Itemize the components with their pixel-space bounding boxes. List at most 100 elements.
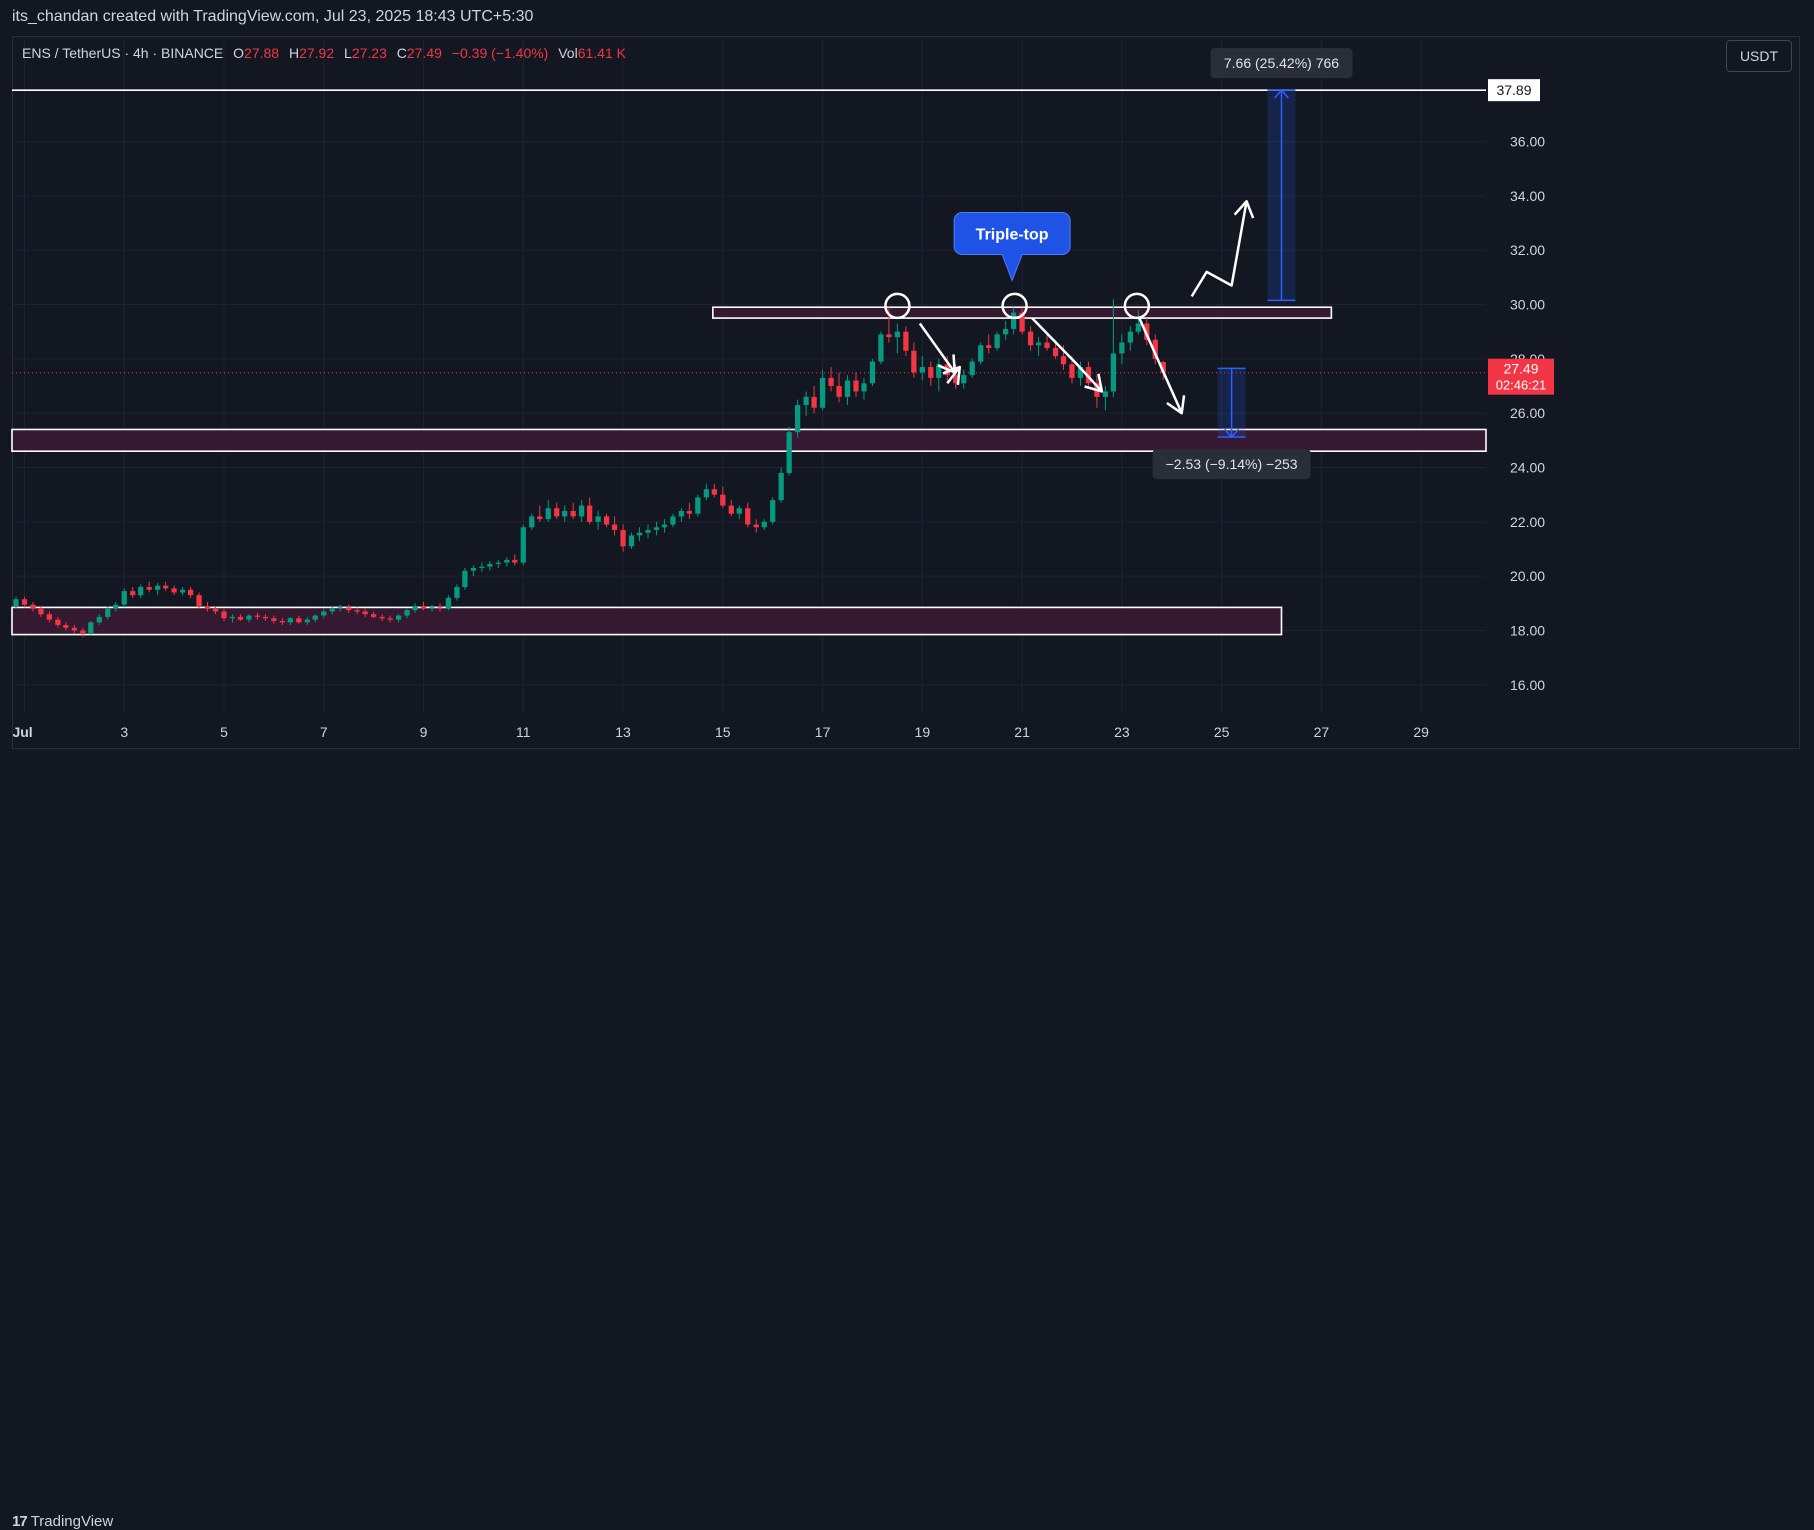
candle-body[interactable]: [321, 611, 327, 616]
candle-body[interactable]: [221, 611, 227, 619]
candle-body[interactable]: [246, 615, 252, 620]
candle-body[interactable]: [1077, 366, 1084, 378]
symbol-label[interactable]: ENS / TetherUS · 4h · BINANCE: [22, 45, 224, 61]
candle-body[interactable]: [429, 607, 435, 609]
candle-body[interactable]: [21, 599, 28, 605]
trend-arrow[interactable]: [1031, 317, 1103, 393]
candle-body[interactable]: [146, 587, 152, 590]
candle-body[interactable]: [861, 383, 867, 392]
candle-body[interactable]: [562, 510, 568, 517]
candle-body[interactable]: [105, 608, 111, 617]
candle-body[interactable]: [404, 610, 410, 616]
candle-body[interactable]: [703, 489, 709, 498]
candle-body[interactable]: [961, 375, 967, 384]
candle-body[interactable]: [80, 630, 86, 634]
candle-body[interactable]: [204, 606, 211, 609]
candle-body[interactable]: [1010, 312, 1017, 329]
candle-body[interactable]: [1060, 356, 1067, 365]
candle-body[interactable]: [978, 345, 984, 362]
candle-body[interactable]: [1160, 362, 1166, 373]
candle-body[interactable]: [454, 587, 460, 598]
candle-body[interactable]: [121, 591, 127, 605]
candle-body[interactable]: [770, 500, 776, 522]
candle-body[interactable]: [695, 497, 701, 514]
candle-body[interactable]: [636, 532, 643, 536]
candle-body[interactable]: [728, 505, 734, 514]
candle-body[interactable]: [30, 604, 36, 609]
candle-body[interactable]: [520, 527, 526, 563]
support-resistance-zone[interactable]: [11, 606, 1283, 636]
candle-body[interactable]: [304, 619, 310, 623]
candle-body[interactable]: [1135, 323, 1141, 332]
candle-body[interactable]: [1069, 364, 1075, 378]
candle-body[interactable]: [171, 588, 177, 593]
candle-body[interactable]: [46, 614, 53, 620]
candle-body[interactable]: [13, 599, 19, 607]
candle-body[interactable]: [1003, 328, 1009, 335]
candle-body[interactable]: [579, 505, 585, 517]
candle-body[interactable]: [179, 589, 186, 593]
candle-body[interactable]: [911, 350, 917, 373]
candle-body[interactable]: [63, 625, 69, 628]
candle-body[interactable]: [936, 364, 942, 378]
candle-body[interactable]: [487, 563, 493, 567]
candle-body[interactable]: [653, 527, 660, 530]
candle-body[interactable]: [894, 331, 901, 338]
candle-body[interactable]: [138, 587, 144, 596]
candle-body[interactable]: [287, 618, 293, 623]
candle-body[interactable]: [1127, 331, 1133, 343]
candle-body[interactable]: [130, 591, 136, 596]
candle-body[interactable]: [611, 524, 618, 530]
candle-body[interactable]: [603, 516, 610, 525]
candle-body[interactable]: [254, 615, 261, 617]
candle-body[interactable]: [155, 585, 161, 590]
candle-body[interactable]: [1035, 342, 1042, 346]
candle-body[interactable]: [903, 331, 909, 351]
candle-body[interactable]: [628, 535, 635, 547]
candle-body[interactable]: [479, 566, 485, 569]
candle-body[interactable]: [296, 618, 302, 623]
candle-body[interactable]: [371, 614, 377, 617]
candle-body[interactable]: [1110, 353, 1117, 392]
trend-arrow[interactable]: [946, 366, 961, 385]
candle-body[interactable]: [71, 627, 77, 631]
peak-circle-marker[interactable]: [1123, 292, 1151, 320]
currency-button[interactable]: USDT: [1726, 40, 1792, 72]
candle-body[interactable]: [720, 494, 726, 506]
candle-body[interactable]: [420, 606, 427, 609]
trend-arrow[interactable]: [1138, 317, 1183, 414]
candle-body[interactable]: [387, 618, 393, 620]
candle-body[interactable]: [819, 377, 826, 408]
candle-body[interactable]: [395, 615, 402, 620]
candle-body[interactable]: [346, 607, 352, 611]
candle-body[interactable]: [869, 361, 876, 384]
peak-circle-marker[interactable]: [884, 292, 911, 320]
trend-arrow[interactable]: [1190, 201, 1248, 298]
candle-body[interactable]: [786, 432, 792, 473]
candle-body[interactable]: [229, 616, 236, 619]
candle-body[interactable]: [1044, 342, 1050, 348]
candle-body[interactable]: [994, 334, 1000, 348]
candle-body[interactable]: [163, 585, 169, 589]
candle-body[interactable]: [853, 380, 859, 392]
candle-body[interactable]: [88, 622, 94, 634]
candle-body[interactable]: [312, 615, 318, 620]
candle-body[interactable]: [495, 562, 501, 564]
candle-body[interactable]: [953, 375, 959, 384]
candle-body[interactable]: [113, 604, 119, 609]
candle-body[interactable]: [761, 521, 767, 528]
candle-body[interactable]: [795, 405, 801, 433]
candle-body[interactable]: [437, 607, 443, 609]
candle-body[interactable]: [1144, 323, 1150, 340]
candle-body[interactable]: [736, 508, 742, 514]
candle-body[interactable]: [96, 616, 102, 623]
support-resistance-zone[interactable]: [11, 428, 1487, 453]
candle-body[interactable]: [379, 616, 385, 619]
candle-body[interactable]: [279, 620, 285, 623]
candle-body[interactable]: [462, 570, 468, 588]
peak-circle-marker[interactable]: [1001, 292, 1028, 320]
candle-body[interactable]: [412, 606, 418, 611]
candle-body[interactable]: [878, 334, 884, 362]
candle-body[interactable]: [928, 366, 934, 378]
candle-body[interactable]: [337, 607, 343, 609]
